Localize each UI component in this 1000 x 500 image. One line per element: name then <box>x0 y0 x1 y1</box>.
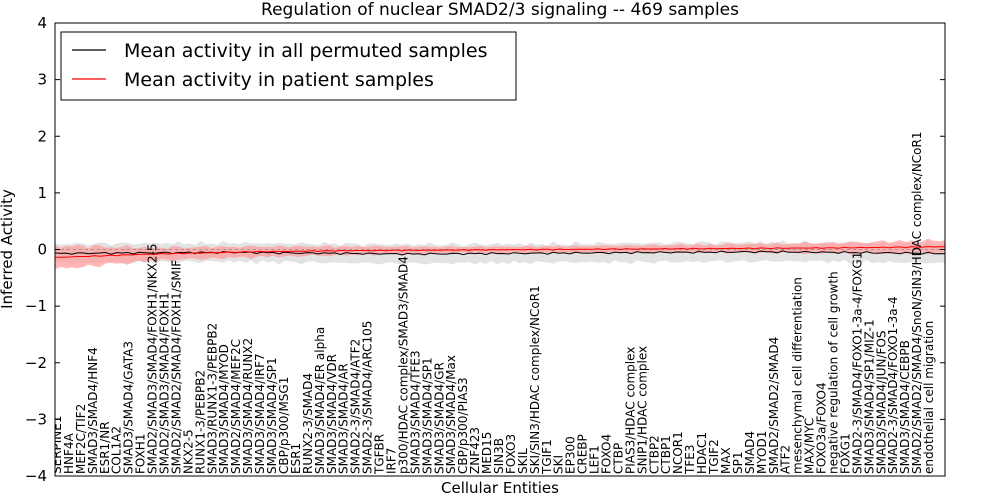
legend-label-patient: Mean activity in patient samples <box>124 69 434 91</box>
category-label: SMAD2-3/SMAD4/ATF2 <box>349 339 363 474</box>
category-label: SIN3B <box>492 438 506 474</box>
category-label: SMAD2/SMAD2/SMAD4 <box>767 337 781 474</box>
category-label: SMAD2-3/SMAD4/FOXO1-3a-4 <box>886 296 900 474</box>
y-tick-label: −1 <box>25 297 47 315</box>
category-label: ESR1/NR <box>98 421 112 474</box>
category-label: SMAD3/SMAD4/CEBPB <box>898 340 912 474</box>
category-label: CBP/p300/MSG1 <box>277 377 291 474</box>
category-label: ATF2 <box>779 445 793 474</box>
category-label: SMAD2-3/SMAD4/ARC105 <box>361 321 375 474</box>
category-label: SMAD3/SMAD4/SP1/MIZ-1 <box>862 319 876 474</box>
y-tick-label: 3 <box>37 71 47 89</box>
category-label: NCOR1 <box>671 431 685 474</box>
series-permuted-line <box>54 250 946 256</box>
y-tick-label: −2 <box>25 354 47 372</box>
category-label: SKI/SIN3/HDAC complex/NCoR1 <box>528 285 542 474</box>
category-label: TGIF2 <box>707 439 721 475</box>
legend-label-permuted: Mean activity in all permuted samples <box>124 40 487 62</box>
category-label: SMAD3/SMAD4/GR <box>432 362 446 474</box>
category-label: FOXG1 <box>838 433 852 474</box>
category-label: CTBP2 <box>647 435 661 474</box>
category-label: HDAC1 <box>695 432 709 474</box>
patient-band <box>55 238 945 270</box>
error-bands <box>55 238 945 270</box>
category-label: SKI <box>552 455 566 474</box>
category-label: NKX2-5 <box>181 429 195 474</box>
category-label: CTBP1 <box>659 435 673 474</box>
category-label: SMAD2/SMAD2/SMAD4/FOXH1/SMIF <box>170 260 184 474</box>
category-label: SMAD2/SMAD2/SMAD4/SnoN/SIN3/HDAC complex… <box>910 132 924 475</box>
series-patient-line <box>54 245 945 258</box>
category-label: FOXO3a/FOXO4 <box>815 382 829 474</box>
category-label: mesenchymal cell differentiation <box>791 277 805 474</box>
category-label: MED15 <box>480 432 494 474</box>
category-label: SMAD3/SMAD4/ER alpha <box>313 327 327 474</box>
category-label: MAX <box>719 447 733 474</box>
category-label: FOXH1 <box>134 434 148 474</box>
category-label: SMAD2/SMAD3/SMAD4/FOXH1 <box>158 292 172 474</box>
category-label: endothelial cell migration <box>922 321 936 474</box>
category-label: MEF2C/TIF2 <box>74 404 88 474</box>
category-label: ESR1 <box>289 443 303 474</box>
y-tick-label: −4 <box>25 467 47 485</box>
category-label: SMAD3/SMAD4/GATA3 <box>122 341 136 474</box>
category-label: TFE3 <box>683 445 697 475</box>
category-label: TGIF1 <box>540 439 554 475</box>
category-label: RUNX2-3/SMAD4 <box>301 373 315 474</box>
legend-box <box>60 31 517 101</box>
category-label: MAX/MYC <box>803 418 817 474</box>
category-label: FOXO3 <box>504 434 518 474</box>
category-label: SMAD3/SMAD4/RUNX2 <box>241 338 255 474</box>
category-label: SMAD3/SMAD4/VDR <box>325 354 339 474</box>
category-label: SMAD4 <box>743 431 757 474</box>
y-tick-label: 1 <box>37 184 47 202</box>
category-label: PIAS3/HDAC complex <box>623 347 637 474</box>
y-tick-label: 2 <box>37 127 47 145</box>
category-label: SMAD3/SMAD4/SP1 <box>265 357 279 474</box>
category-label: SMAD2/SMAD4/MEF2C <box>229 339 243 474</box>
category-label: SERPINE1 <box>50 415 64 474</box>
category-label: SNIP1/HDAC complex <box>635 346 649 474</box>
category-label: RUNX1-3/PEBPB2 <box>193 370 207 474</box>
category-label: SMAD2-3/SMAD4/FOXO1-3a-4/FOXG1 <box>850 252 864 474</box>
category-label: MYOD1 <box>755 431 769 474</box>
category-label: SMAD3/SMAD4/MYOD <box>217 344 231 474</box>
category-label: TGFBR <box>373 434 387 475</box>
category-label: SP1 <box>731 452 745 475</box>
y-tick-label: 4 <box>37 14 47 32</box>
category-label: SMAD3/SMAD4/IRF7 <box>253 353 267 474</box>
x-axis-label: Cellular Entities <box>441 479 559 497</box>
y-axis-label: Inferred Activity <box>0 189 16 309</box>
category-label: COL1A2 <box>110 426 124 474</box>
y-axis-ticks: 4 3 2 1 0 −1 −2 −3 −4 <box>25 14 945 485</box>
category-label: CREBP <box>576 434 590 474</box>
y-tick-label: −3 <box>25 410 47 428</box>
category-label: CBP/p300/PIAS3 <box>456 377 470 474</box>
series-lines <box>54 245 946 258</box>
category-label: SMAD3/SMAD4/TFE3 <box>408 350 422 474</box>
category-label: FOXO4 <box>600 434 614 474</box>
category-label: SMAD3/SMAD4/SP1 <box>420 357 434 474</box>
category-label: SMAD3/SMAD4/HNF4 <box>86 347 100 474</box>
category-label: negative regulation of cell growth <box>827 271 841 474</box>
category-label: HNF4A <box>62 432 76 474</box>
category-label: p300/HDAC complex/SMAD3/SMAD4 <box>396 256 410 474</box>
category-label: IRF7 <box>385 448 399 474</box>
category-label: CTBP <box>612 443 626 474</box>
category-labels: SERPINE1HNF4AMEF2C/TIF2SMAD3/SMAD4/HNF4E… <box>50 132 936 476</box>
category-label: SMAD3/SMAD4/AR <box>337 363 351 474</box>
category-label: SMAD3/SMAD4/JUN/FOS <box>874 330 888 474</box>
category-label: EP300 <box>564 436 578 474</box>
category-label: SMAD3/SMAD4/Max <box>444 355 458 474</box>
y-tick-label: 0 <box>37 241 47 259</box>
category-label: LEF1 <box>588 445 602 474</box>
chart-title: Regulation of nuclear SMAD2/3 signaling … <box>261 0 739 20</box>
category-label: SKIL <box>516 448 530 474</box>
category-label: SMAD3/RUNX1-3/PEBPB2 <box>205 323 219 474</box>
category-label: SMAD2/SMAD3/SMAD4/FOXH1/NKX2-5 <box>146 244 160 474</box>
category-label: ZNF423 <box>468 427 482 474</box>
legend: Mean activity in all permuted samples Me… <box>60 31 517 101</box>
